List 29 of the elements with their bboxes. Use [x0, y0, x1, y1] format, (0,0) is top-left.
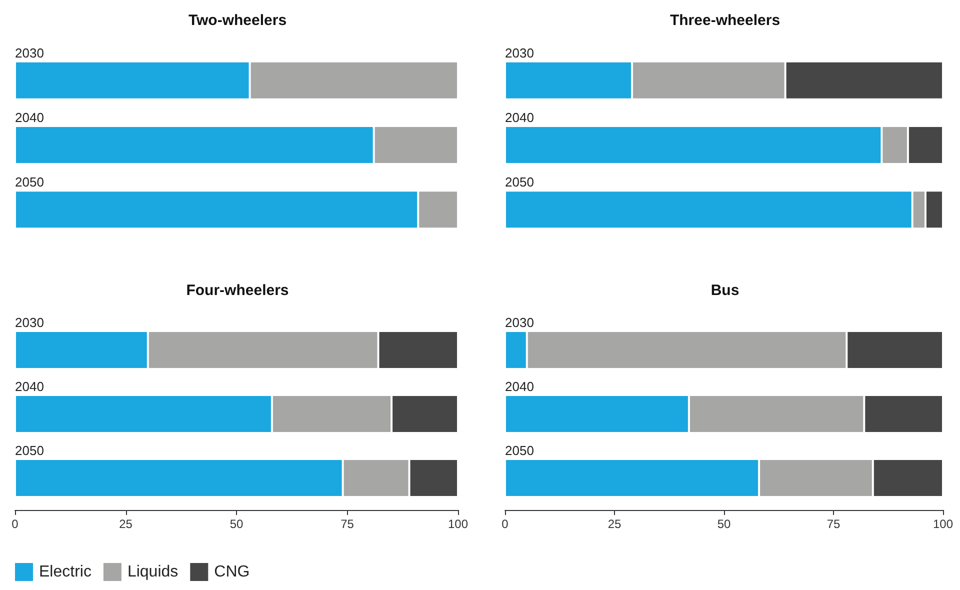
y-tick-label: 2040 — [505, 110, 534, 125]
y-tick-label: 2030 — [15, 315, 44, 330]
y-tick-label: 2050 — [505, 443, 534, 458]
x-tick-label: 25 — [119, 517, 133, 531]
x-tick-label: 0 — [12, 517, 19, 531]
y-tick-label: 2030 — [505, 315, 534, 330]
y-tick-label: 2050 — [15, 174, 44, 190]
legend-label: CNG — [214, 564, 250, 580]
x-tick-label: 100 — [932, 517, 954, 531]
x-tick-label: 25 — [608, 517, 622, 531]
x-tick-label: 0 — [502, 517, 509, 531]
y-tick-label: 2030 — [15, 45, 44, 60]
y-tick-label: 2040 — [15, 379, 44, 394]
x-tick-label: 50 — [717, 517, 731, 531]
legend-label: Electric — [39, 564, 92, 580]
y-tick-label: 2040 — [15, 110, 44, 125]
chart-title: Two-wheelers — [188, 12, 287, 29]
chart-title: Three-wheelers — [670, 12, 780, 29]
chart-title: Bus — [710, 282, 740, 299]
x-tick-label: 50 — [230, 517, 244, 531]
y-tick-label: 2050 — [505, 174, 534, 190]
chart-title: Four-wheelers — [186, 282, 289, 299]
legend-label: Liquids — [127, 564, 178, 580]
y-tick-label: 2050 — [15, 443, 44, 458]
y-tick-label: 2040 — [505, 379, 534, 394]
x-tick-label: 75 — [340, 517, 354, 531]
y-tick-label: 2030 — [505, 45, 534, 60]
x-tick-label: 100 — [448, 517, 468, 531]
x-tick-label: 75 — [826, 517, 840, 531]
